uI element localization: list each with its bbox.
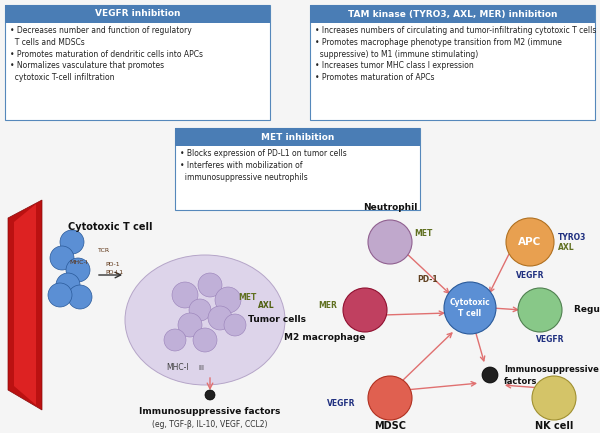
Text: NK cell: NK cell [535,421,573,431]
Text: VEGFR: VEGFR [326,398,355,407]
Circle shape [368,220,412,264]
Circle shape [224,314,246,336]
Text: • Blocks expression of PD-L1 on tumor cells
• Interferes with mobilization of
  : • Blocks expression of PD-L1 on tumor ce… [180,149,347,181]
Text: MHC-I: MHC-I [70,259,88,265]
Circle shape [189,299,211,321]
Text: TAM kinase (TYRO3, AXL, MER) inhibition: TAM kinase (TYRO3, AXL, MER) inhibition [348,10,557,19]
Text: Regulatory T cell: Regulatory T cell [574,306,600,314]
Text: Cytotoxic
T cell: Cytotoxic T cell [449,298,490,318]
Text: • Decreases number and function of regulatory
  T cells and MDSCs
• Promotes mat: • Decreases number and function of regul… [10,26,203,82]
Text: AXL: AXL [258,301,275,310]
Text: PD-L1: PD-L1 [105,269,123,275]
Bar [5,5,270,23]
Text: PD-1: PD-1 [105,262,119,268]
Text: VEGFR: VEGFR [536,336,564,345]
Circle shape [343,288,387,332]
Text: Neutrophil: Neutrophil [363,204,417,213]
Text: MET: MET [238,294,256,303]
Text: lll: lll [198,365,204,371]
Text: Immunosuppressive factors: Immunosuppressive factors [139,407,281,416]
Text: MDSC: MDSC [374,421,406,431]
Text: MET: MET [414,229,433,239]
Circle shape [518,288,562,332]
Circle shape [198,273,222,297]
Text: VEGFR inhibition: VEGFR inhibition [95,10,180,19]
Ellipse shape [125,255,285,385]
Bar [310,5,595,120]
Circle shape [66,258,90,282]
Circle shape [444,282,496,334]
Bar [310,5,595,23]
Circle shape [193,328,217,352]
Polygon shape [14,204,36,405]
Polygon shape [8,200,42,410]
Text: (eg, TGF-β, IL-10, VEGF, CCL2): (eg, TGF-β, IL-10, VEGF, CCL2) [152,420,268,429]
Text: Tumor cells: Tumor cells [248,316,306,324]
Circle shape [368,376,412,420]
Text: PD-1: PD-1 [418,275,439,284]
Text: AXL: AXL [558,242,575,252]
Circle shape [208,306,232,330]
Text: VEGFR: VEGFR [516,271,544,281]
Circle shape [178,313,202,337]
Circle shape [172,282,198,308]
Text: MER: MER [318,301,337,310]
Text: MHC-I: MHC-I [167,363,190,372]
Text: • Increases numbers of circulating and tumor-infiltrating cytotoxic T cells
• Pr: • Increases numbers of circulating and t… [315,26,596,82]
Text: M2 macrophage: M2 macrophage [284,333,365,343]
Circle shape [48,283,72,307]
Circle shape [482,367,498,383]
Text: Cytotoxic T cell: Cytotoxic T cell [68,222,152,232]
Circle shape [56,273,80,297]
Circle shape [215,287,241,313]
Text: TCR: TCR [98,248,110,252]
Circle shape [50,246,74,270]
Text: APC: APC [518,237,542,247]
Bar [175,128,420,146]
Text: MET inhibition: MET inhibition [261,132,334,142]
Circle shape [205,390,215,400]
Circle shape [68,285,92,309]
Bar [175,128,420,210]
Circle shape [506,218,554,266]
Circle shape [164,329,186,351]
Circle shape [60,230,84,254]
Text: TYRO3: TYRO3 [558,233,586,242]
Text: factors: factors [504,377,538,385]
Text: Immunosuppressive: Immunosuppressive [504,365,599,374]
Bar [5,5,270,120]
Circle shape [532,376,576,420]
